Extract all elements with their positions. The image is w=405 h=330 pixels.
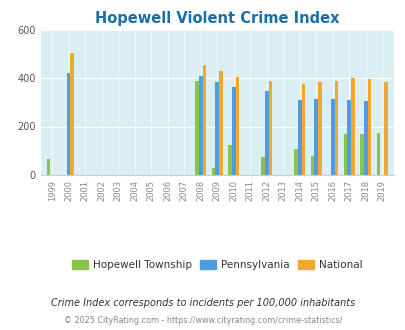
Bar [359,134,363,175]
Bar [195,81,198,175]
Bar [70,53,74,175]
Bar [367,79,370,175]
Bar [228,145,231,175]
Bar [198,76,202,175]
Bar [301,84,305,175]
Bar [310,156,313,175]
Bar [317,82,321,175]
Title: Hopewell Violent Crime Index: Hopewell Violent Crime Index [95,11,339,26]
Bar [202,65,206,175]
Bar [215,82,218,175]
Bar [261,157,264,175]
Bar [218,71,222,175]
Text: Crime Index corresponds to incidents per 100,000 inhabitants: Crime Index corresponds to incidents per… [51,298,354,308]
Bar [347,100,350,175]
Bar [264,91,268,175]
Bar [363,101,367,175]
Bar [235,77,239,175]
Bar [383,82,387,175]
Bar [231,86,235,175]
Bar [313,99,317,175]
Bar [268,81,271,175]
Bar [294,149,297,175]
Bar [343,134,347,175]
Bar [211,168,215,175]
Bar [330,99,334,175]
Bar [350,78,354,175]
Bar [376,133,379,175]
Bar [297,100,301,175]
Bar [334,82,337,175]
Bar [67,73,70,175]
Text: © 2025 CityRating.com - https://www.cityrating.com/crime-statistics/: © 2025 CityRating.com - https://www.city… [64,316,341,325]
Bar [47,159,50,175]
Legend: Hopewell Township, Pennsylvania, National: Hopewell Township, Pennsylvania, Nationa… [68,256,366,274]
